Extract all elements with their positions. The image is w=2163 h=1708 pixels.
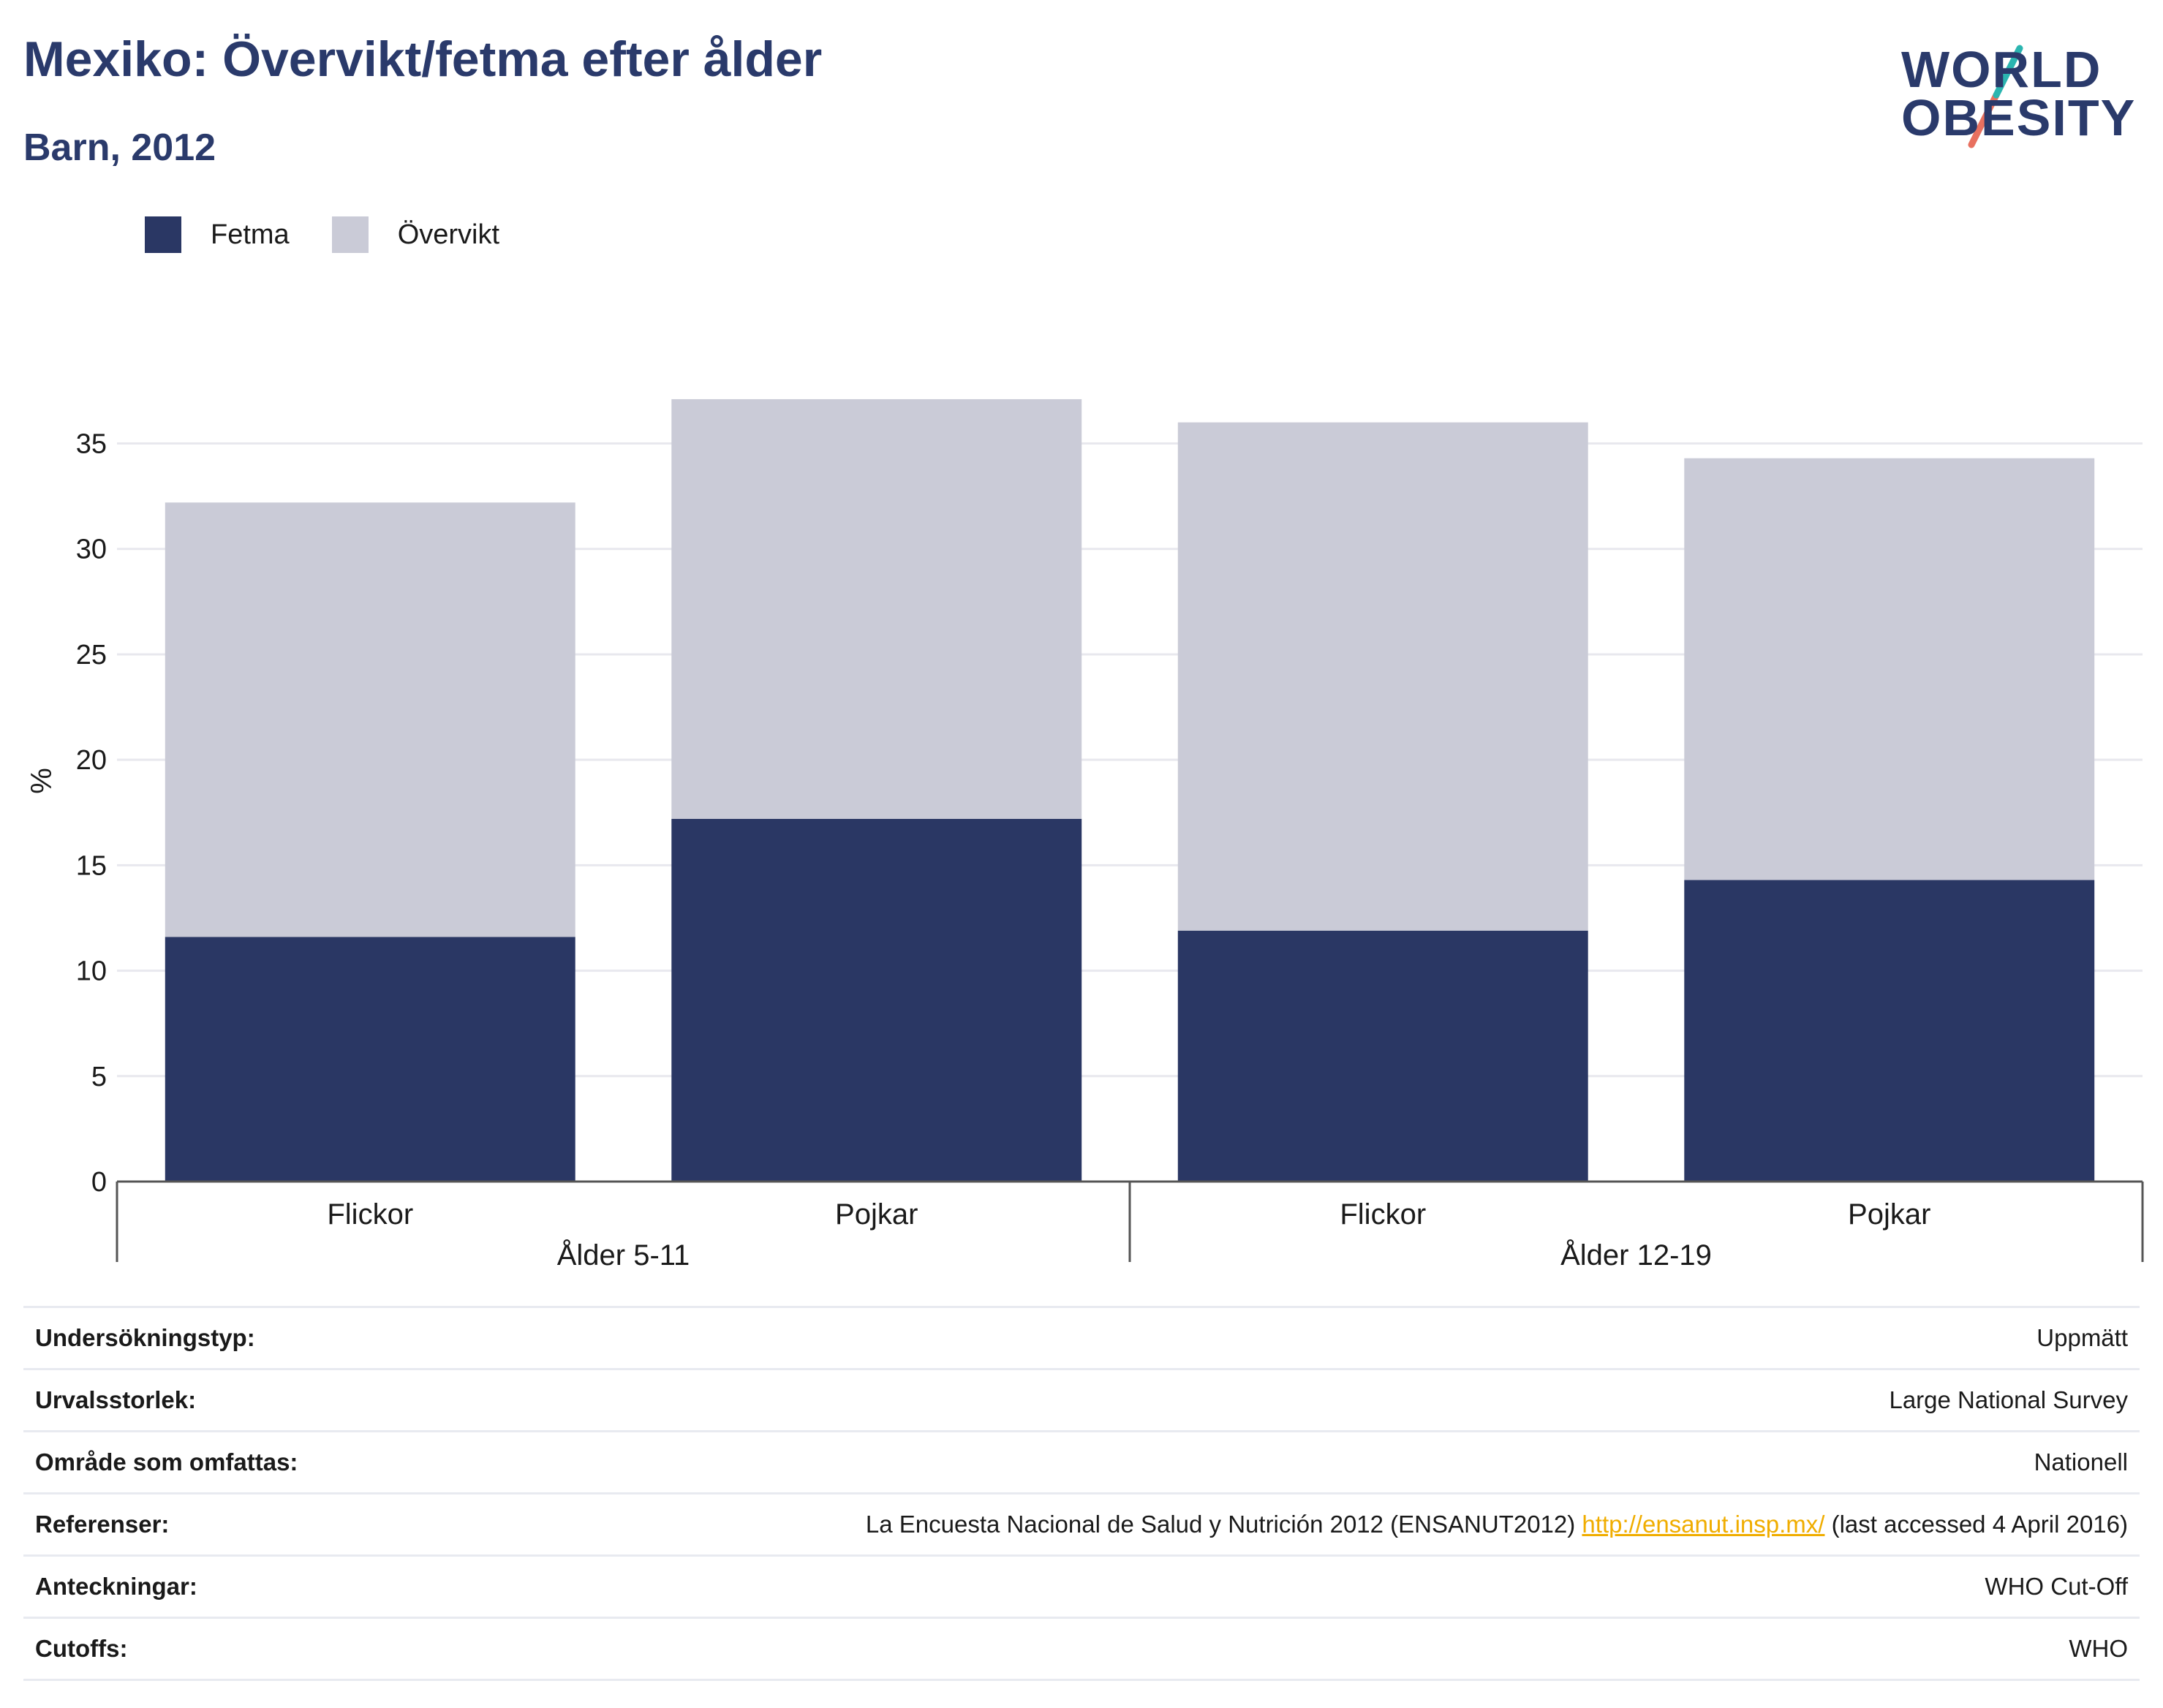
meta-row-survey-type: Undersökningstyp: Uppmätt [23,1306,2140,1368]
meta-key: Referenser: [35,1511,170,1538]
x-tick-label: Pojkar [1848,1198,1930,1231]
world-obesity-logo: WORLD OBESITY [1901,22,2150,154]
group-label: Ålder 5-11 [557,1239,690,1271]
meta-value: WHO [2069,1635,2128,1662]
meta-key: Cutoffs: [35,1635,128,1662]
logo-slash-upper [1993,45,2023,99]
legend-item-fetma: Fetma [145,216,290,253]
meta-value-references: La Encuesta Nacional de Salud y Nutrició… [866,1511,2140,1538]
x-tick-label: Flickor [1340,1198,1426,1231]
bar-fetma [165,937,575,1182]
reference-accessed: (last accessed 4 April 2016) [1831,1511,2128,1538]
y-tick-label: 30 [76,534,107,565]
legend-label-overvikt: Övervikt [397,219,500,250]
meta-row-notes: Anteckningar: WHO Cut-Off [23,1554,2140,1617]
metadata-table: Undersökningstyp: Uppmätt Urvalsstorlek:… [23,1306,2140,1681]
legend-label-fetma: Fetma [211,219,290,250]
logo-text-obesity: OBESITY [1901,89,2137,146]
group-label: Ålder 12-19 [1560,1239,1712,1271]
meta-key: Urvalsstorlek: [35,1386,197,1413]
chart-legend: Fetma Övervikt [145,216,542,253]
y-tick-label: 0 [91,1167,107,1198]
chart-title: Mexiko: Övervikt/fetma efter ålder [23,31,823,87]
chart-subtitle: Barn, 2012 [23,126,216,169]
bar-fetma [671,818,1082,1182]
meta-row-references: Referenser: La Encuesta Nacional de Salu… [23,1492,2140,1554]
legend-item-overvikt: Övervikt [331,216,500,253]
logo-text-world: WORLD [1901,41,2102,98]
bar-fetma [1684,880,2095,1182]
bar-övervikt [1177,422,1588,931]
y-tick-label: 20 [76,745,107,776]
bar-övervikt [1684,458,2095,880]
bar-övervikt [671,398,1082,819]
meta-row-sample-size: Urvalsstorlek: Large National Survey [23,1368,2140,1430]
meta-value: Nationell [2034,1448,2128,1475]
stacked-bar-chart: 0 5 10 15 20 25 30 35% Flickor Pojkar Flickor Pojka… [26,398,2144,1271]
x-tick-label: Pojkar [835,1198,918,1231]
meta-value: Uppmätt [2036,1324,2128,1351]
y-tick-label: 35 [76,429,107,460]
reference-text: La Encuesta Nacional de Salud y Nutrició… [865,1511,1576,1538]
meta-key: Undersökningstyp: [35,1324,255,1351]
logo-slash-icon [1968,45,2023,148]
bar-fetma [1177,930,1588,1182]
meta-row-cutoffs: Cutoffs: WHO [23,1617,2140,1681]
x-tick-label: Flickor [327,1198,413,1231]
logo-slash-lower [1968,91,2000,148]
legend-swatch-fetma [145,216,181,253]
y-axis-label: % [26,768,58,794]
y-tick-label: 5 [91,1062,107,1092]
y-tick-label: 10 [76,956,107,987]
y-tick-label: 15 [76,850,107,881]
meta-key: Område som omfattas: [35,1448,298,1475]
meta-value: Large National Survey [1889,1386,2128,1413]
y-tick-label: 25 [76,640,107,670]
meta-value: WHO Cut-Off [1985,1573,2128,1600]
legend-swatch-overvikt [331,216,369,253]
meta-key: Anteckningar: [35,1573,197,1600]
bar-övervikt [165,502,575,937]
meta-row-coverage: Område som omfattas: Nationell [23,1430,2140,1492]
reference-link[interactable]: http://ensanut.insp.mx/ [1582,1511,1825,1538]
